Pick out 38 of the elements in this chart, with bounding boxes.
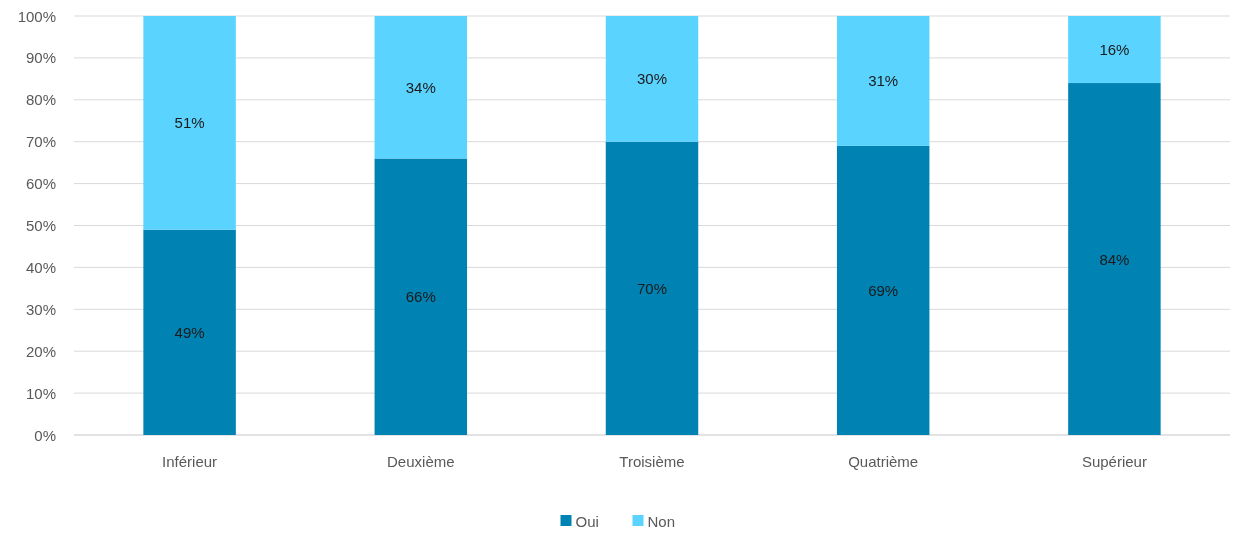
bar xyxy=(836,145,930,435)
bar xyxy=(374,16,468,159)
y-tick-label: 100% xyxy=(17,7,56,25)
data-label: 30% xyxy=(636,70,668,88)
y-tick-label: 10% xyxy=(25,384,56,402)
legend-label: Non xyxy=(647,512,676,530)
x-tick-label: Inférieur xyxy=(162,452,218,470)
data-label: 31% xyxy=(868,72,899,90)
y-tick-label: 70% xyxy=(25,133,56,151)
y-tick-label: 50% xyxy=(25,217,56,234)
data-label: 66% xyxy=(405,288,436,306)
bar xyxy=(605,141,699,435)
y-tick-label: 80% xyxy=(25,91,56,109)
data-label: 51% xyxy=(174,114,205,132)
legend-label: Oui xyxy=(575,512,599,530)
x-tick-label: Deuxième xyxy=(387,452,455,470)
y-tick-label: 0% xyxy=(34,426,56,444)
y-tick-label: 90% xyxy=(25,49,56,67)
y-tick-label: 30% xyxy=(25,300,56,318)
y-tick-label: 60% xyxy=(25,175,56,193)
x-tick-label: Quatrième xyxy=(848,452,919,470)
x-tick-label: Troisième xyxy=(619,452,685,470)
bar xyxy=(374,158,468,435)
data-label: 84% xyxy=(1099,250,1130,268)
y-tick-label: 40% xyxy=(25,258,56,276)
bar xyxy=(836,16,930,146)
bar xyxy=(143,229,236,435)
bar xyxy=(143,16,236,230)
data-label: 49% xyxy=(174,323,205,341)
x-tick-label: Supérieur xyxy=(1081,452,1147,470)
data-label: 70% xyxy=(636,279,668,297)
bar xyxy=(605,16,699,142)
data-label: 16% xyxy=(1099,41,1130,59)
data-label: 69% xyxy=(868,281,899,299)
y-tick-label: 20% xyxy=(25,342,56,360)
bar xyxy=(1068,16,1161,84)
bar xyxy=(1068,83,1161,435)
data-label: 34% xyxy=(405,78,436,96)
